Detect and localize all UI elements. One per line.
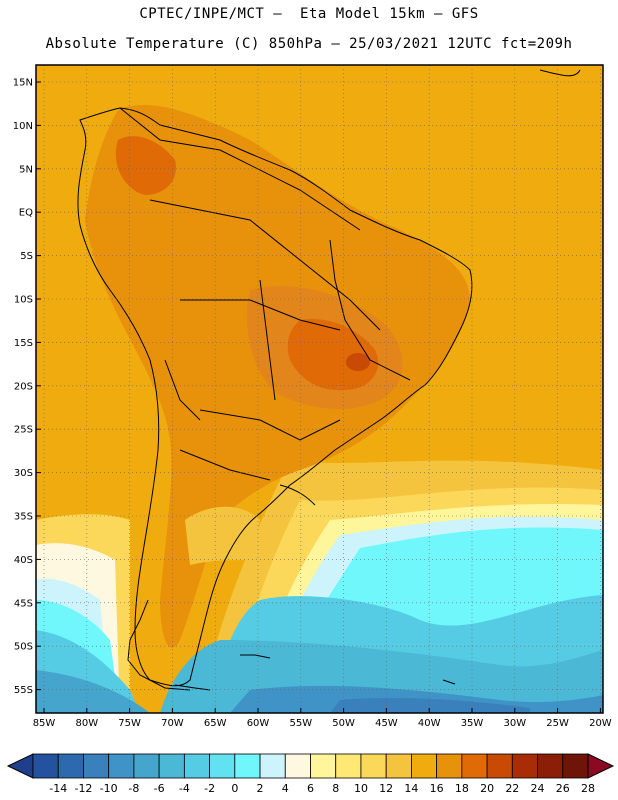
temperature-field [36, 65, 603, 713]
colorbar-label: -4 [179, 782, 190, 795]
colorbar-label: 6 [307, 782, 314, 795]
lat-tick-label: 55S [14, 685, 33, 696]
lon-tick-label: 30W [503, 718, 526, 729]
colorbar-segment [158, 753, 185, 779]
lon-tick-label: 70W [161, 718, 184, 729]
colorbar-label: 16 [430, 782, 444, 795]
colorbar-segment [335, 753, 362, 779]
lat-tick-label: 15N [13, 78, 33, 89]
colorbar-label: 12 [379, 782, 393, 795]
colorbar-label: 10 [354, 782, 368, 795]
colorbar-label: 8 [332, 782, 339, 795]
colorbar-segment [183, 753, 210, 779]
colorbar-segment [385, 753, 412, 779]
colorbar-min-arrow [6, 753, 34, 779]
colorbar-label: 0 [231, 782, 238, 795]
colorbar-label: -14 [49, 782, 67, 795]
colorbar-segment [562, 753, 589, 779]
colorbar-label: -6 [154, 782, 165, 795]
colorbar-label: 2 [257, 782, 264, 795]
lat-tick-label: 15S [14, 338, 33, 349]
colorbar-segment [209, 753, 236, 779]
lon-tick-label: 35W [461, 718, 484, 729]
colorbar-segment [310, 753, 337, 779]
colorbar-label: 24 [531, 782, 545, 795]
longitude-axis: 85W 80W 75W 70W 65W 60W 55W 50W 45W 40W 35W 30W 25W 2… [33, 708, 612, 729]
colorbar-segment [83, 753, 110, 779]
lon-tick-label: 85W [33, 718, 56, 729]
colorbar-label: -12 [74, 782, 92, 795]
coastline-layer [77, 69, 581, 691]
graticule [36, 65, 603, 713]
colorbar-segment [57, 753, 84, 779]
lat-tick-label: 30S [14, 468, 33, 479]
colorbar-label: 4 [282, 782, 289, 795]
colorbar-segment [436, 753, 463, 779]
colorbar-segment [32, 753, 59, 779]
colorbar-label: 22 [505, 782, 519, 795]
lon-tick-label: 45W [375, 718, 398, 729]
latitude-axis: 15N 10N 5N EQ 5S 10S 15S 20S 25S 30S 35S 40S 45S 50S 5… [13, 78, 41, 696]
lat-tick-label: 10N [13, 121, 33, 132]
colorbar-segment [108, 753, 135, 779]
colorbar-label: 14 [404, 782, 418, 795]
colorbar-label: 26 [556, 782, 570, 795]
colorbar-segment [411, 753, 438, 779]
colorbar-max-arrow [587, 753, 615, 779]
lon-tick-label: 20W [589, 718, 612, 729]
lon-tick-label: 65W [204, 718, 227, 729]
lat-tick-label: 45S [14, 598, 33, 609]
lat-tick-label: 5N [19, 164, 33, 175]
colorbar-label: -2 [204, 782, 215, 795]
lon-tick-label: 75W [118, 718, 141, 729]
colorbar-label: 20 [480, 782, 494, 795]
colorbar-segment [133, 753, 160, 779]
colorbar-label: -8 [128, 782, 139, 795]
map-title-line2: Absolute Temperature (C) 850hPa – 25/03/… [45, 36, 573, 52]
lon-tick-label: 55W [289, 718, 312, 729]
colorbar-segment [234, 753, 261, 779]
colorbar-segment [537, 753, 564, 779]
colorbar-segment [511, 753, 538, 779]
lat-tick-label: 25S [14, 425, 33, 436]
lat-tick-label: 50S [14, 642, 33, 653]
colorbar-segment [259, 753, 286, 779]
lat-tick-label: 35S [14, 512, 33, 523]
lat-tick-label: 20S [14, 381, 33, 392]
lat-tick-label: 40S [14, 555, 33, 566]
lon-tick-label: 80W [75, 718, 98, 729]
colorbar-label: 18 [455, 782, 469, 795]
map-frame [35, 64, 604, 714]
lon-tick-label: 50W [332, 718, 355, 729]
colorbar-label: -10 [100, 782, 118, 795]
lon-tick-label: 60W [247, 718, 270, 729]
lon-tick-label: 25W [546, 718, 569, 729]
lat-tick-label: 10S [14, 295, 33, 306]
lat-tick-label: 5S [20, 251, 33, 262]
colorbar-segment [284, 753, 311, 779]
colorbar-label: 28 [581, 782, 595, 795]
colorbar-segment [360, 753, 387, 779]
lat-tick-label: EQ [19, 208, 33, 219]
colorbar-segment [461, 753, 488, 779]
lon-tick-label: 40W [418, 718, 441, 729]
colorbar: -14 -12 -10 -8 -6 -4 -2 0 2 4 6 8 10 12 14 16 18 20 22 24 26… [6, 753, 615, 795]
colorbar-segment [486, 753, 513, 779]
map-title-line1: CPTEC/INPE/MCT – Eta Model 15km – GFS [139, 6, 479, 22]
